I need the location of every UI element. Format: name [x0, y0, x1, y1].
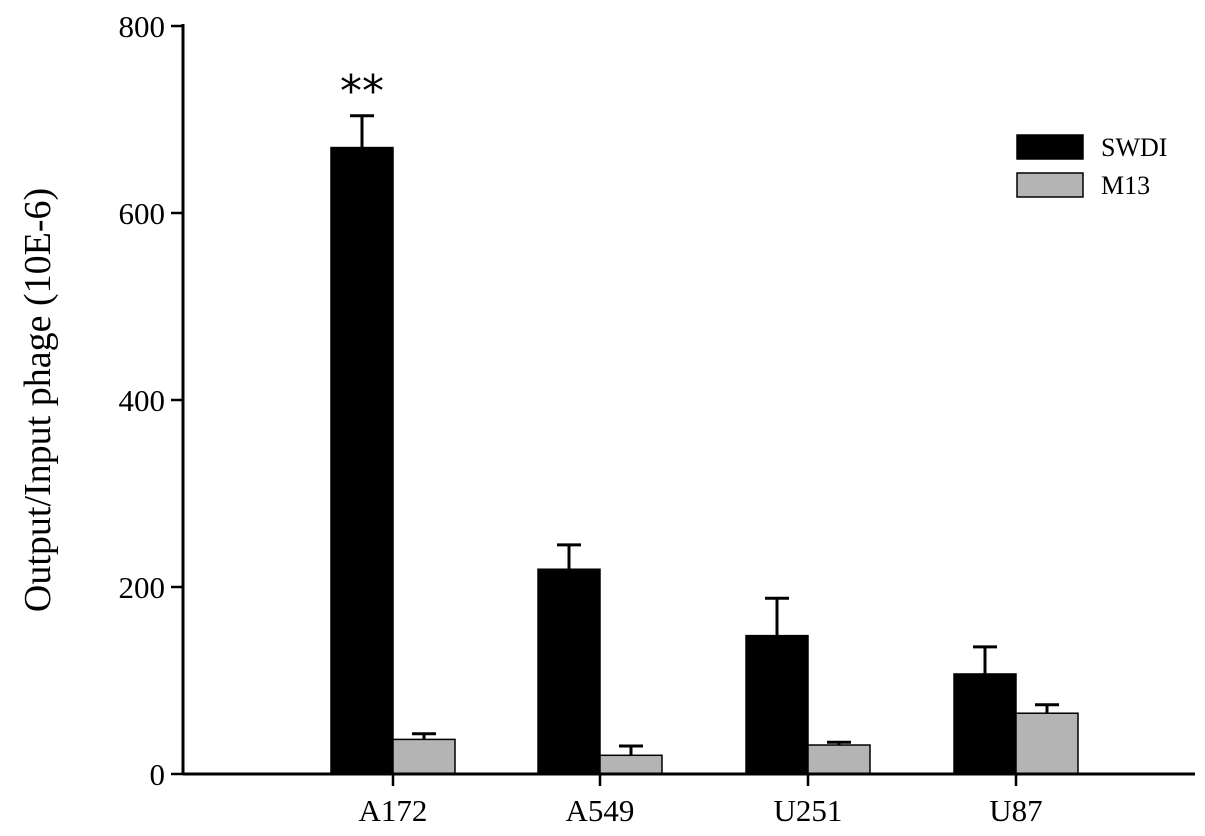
legend-label-m13: M13: [1101, 171, 1150, 200]
bar-a549-swdi: [537, 568, 601, 775]
annotations-layer: **: [340, 66, 384, 117]
bar-u87-m13: [1015, 712, 1079, 775]
bar-a549-m13: [599, 754, 663, 775]
legend-label-swdi: SWDI: [1101, 133, 1167, 162]
bars-layer: [330, 146, 1079, 775]
y-tick-label-600: 600: [119, 196, 166, 231]
bar-u251-m13: [807, 744, 871, 775]
axes-layer: A172 A549 U251 U87 0 200 400 600 800: [119, 9, 1195, 828]
bar-u251-swdi: [745, 634, 809, 775]
legend-swatch-m13: [1016, 172, 1084, 198]
y-axis-label: Output/Input phage (10E-6): [17, 188, 59, 612]
x-tick-label-u87: U87: [989, 793, 1042, 828]
significance-marker: **: [340, 66, 384, 117]
x-tick-label-a172: A172: [359, 793, 428, 828]
x-tick-label-a549: A549: [566, 793, 635, 828]
y-tick-label-0: 0: [150, 757, 166, 792]
y-tick-label-800: 800: [119, 9, 166, 44]
error-bars-layer: [350, 114, 1059, 756]
bar-a172-swdi: [330, 146, 394, 775]
bar-a172-m13: [392, 738, 456, 775]
legend-swatch-swdi: [1016, 134, 1084, 160]
x-tick-label-u251: U251: [774, 793, 843, 828]
y-tick-label-400: 400: [119, 383, 166, 418]
legend: SWDI M13: [1016, 133, 1167, 200]
bar-u87-swdi: [953, 673, 1017, 775]
y-tick-label-200: 200: [119, 570, 166, 605]
